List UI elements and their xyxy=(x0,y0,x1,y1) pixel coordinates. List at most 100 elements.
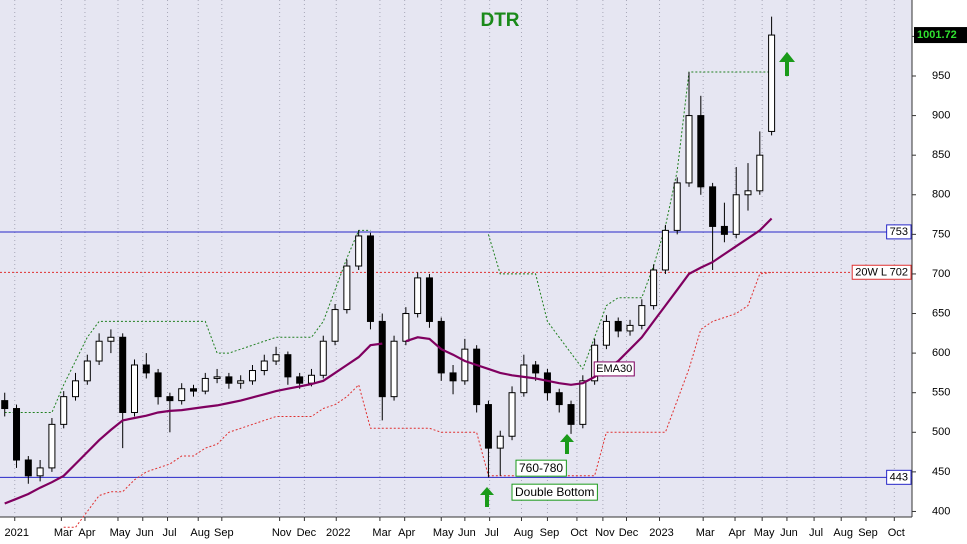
x-tick-label: Oct xyxy=(888,527,905,539)
candle-body xyxy=(142,364,150,374)
x-tick-label: Mar xyxy=(54,527,73,539)
candle-body xyxy=(237,380,245,384)
arrow-up xyxy=(480,487,494,507)
x-tick-label: Jun xyxy=(458,527,476,539)
level-label: 20W L 702 xyxy=(855,266,908,278)
level-label: 443 xyxy=(890,471,908,483)
upper-stop-line xyxy=(4,71,772,413)
candle-body xyxy=(661,229,669,271)
axis-background xyxy=(912,0,967,544)
x-tick-label: May xyxy=(754,527,775,539)
level-label-box xyxy=(851,264,912,280)
candle-body xyxy=(319,340,327,376)
x-tick-label: 2022 xyxy=(326,527,350,539)
candle-body xyxy=(756,154,764,192)
candle-body xyxy=(744,190,752,196)
x-tick-label: May xyxy=(110,527,131,539)
candle-body xyxy=(768,34,776,132)
candle-body xyxy=(567,404,575,425)
candle-body xyxy=(130,364,138,413)
annotation: Double Bottom xyxy=(515,485,594,499)
candle-body xyxy=(508,392,516,437)
candle-body xyxy=(543,372,551,394)
level-label-box xyxy=(886,224,912,240)
arrow-up xyxy=(779,52,795,76)
candle-body xyxy=(95,340,103,362)
candle-body xyxy=(107,336,115,342)
candle-body xyxy=(248,370,256,382)
x-tick-label: Apr xyxy=(398,527,415,539)
candle-body xyxy=(72,380,80,398)
candle-body xyxy=(650,269,658,307)
x-tick-label: Dec xyxy=(619,527,639,539)
candle-body xyxy=(461,348,469,382)
x-tick-label: Apr xyxy=(728,527,745,539)
last-price: 1001.72 xyxy=(917,29,957,41)
candle-body xyxy=(449,372,457,382)
candle-body xyxy=(697,115,705,188)
y-tick-label: 750 xyxy=(932,228,950,240)
x-tick-label: May xyxy=(433,527,454,539)
candle-body xyxy=(685,115,693,184)
candle-body xyxy=(496,435,504,449)
chart-title: DTR xyxy=(480,10,519,31)
annotation: 760-780 xyxy=(519,461,563,475)
x-tick-label: Sep xyxy=(214,527,234,539)
candle-body xyxy=(343,265,351,311)
candle-body xyxy=(213,376,221,379)
y-tick-label: 700 xyxy=(932,268,950,280)
candle-body xyxy=(189,388,197,392)
ema-label-box xyxy=(593,361,635,377)
ema-line xyxy=(4,217,773,505)
y-tick-label: 900 xyxy=(932,109,950,121)
level-label-box xyxy=(886,469,912,485)
candle-body xyxy=(579,380,587,425)
candle-body xyxy=(378,320,386,398)
candle-body xyxy=(720,225,728,235)
y-tick-label: 500 xyxy=(932,426,950,438)
x-tick-label: Jun xyxy=(780,527,798,539)
x-tick-label: Apr xyxy=(78,527,95,539)
candle-body xyxy=(48,423,56,469)
x-tick-label: Dec xyxy=(297,527,317,539)
x-tick-label: Mar xyxy=(696,527,715,539)
last-price-box xyxy=(914,27,967,44)
candle-body xyxy=(532,364,540,374)
candle-body xyxy=(284,354,292,378)
candle-body xyxy=(366,235,374,322)
candle-body xyxy=(154,372,162,398)
candle-body xyxy=(119,336,127,413)
y-tick-label: 650 xyxy=(932,307,950,319)
arrow-up xyxy=(560,434,574,454)
annotation-box xyxy=(511,483,598,501)
x-tick-label: Oct xyxy=(570,527,587,539)
candle-body xyxy=(425,277,433,322)
candle-body xyxy=(331,309,339,342)
candle-body xyxy=(1,400,9,410)
x-tick-label: Jul xyxy=(163,527,177,539)
x-tick-label: Nov xyxy=(272,527,292,539)
candle-body xyxy=(709,186,717,227)
lower-stop-line xyxy=(63,271,772,528)
candle-body xyxy=(638,305,646,326)
x-tick-label: 2023 xyxy=(649,527,673,539)
y-tick-label: 400 xyxy=(932,505,950,517)
candle-body xyxy=(473,348,481,406)
y-tick-label: 800 xyxy=(932,189,950,201)
candle-body xyxy=(307,374,315,384)
x-tick-label: Mar xyxy=(372,527,391,539)
candle-body xyxy=(484,404,492,449)
candle-body xyxy=(13,408,21,461)
candle-body xyxy=(355,235,363,267)
candle-body xyxy=(673,182,681,231)
y-tick-label: 550 xyxy=(932,387,950,399)
x-tick-label: Aug xyxy=(514,527,534,539)
x-tick-label: Jul xyxy=(485,527,499,539)
x-tick-label: 2021 xyxy=(5,527,29,539)
plot-background xyxy=(0,0,912,517)
candle-body xyxy=(626,324,634,332)
level-label: 753 xyxy=(890,226,908,238)
candle-body xyxy=(260,360,268,372)
x-tick-label: Jun xyxy=(136,527,154,539)
